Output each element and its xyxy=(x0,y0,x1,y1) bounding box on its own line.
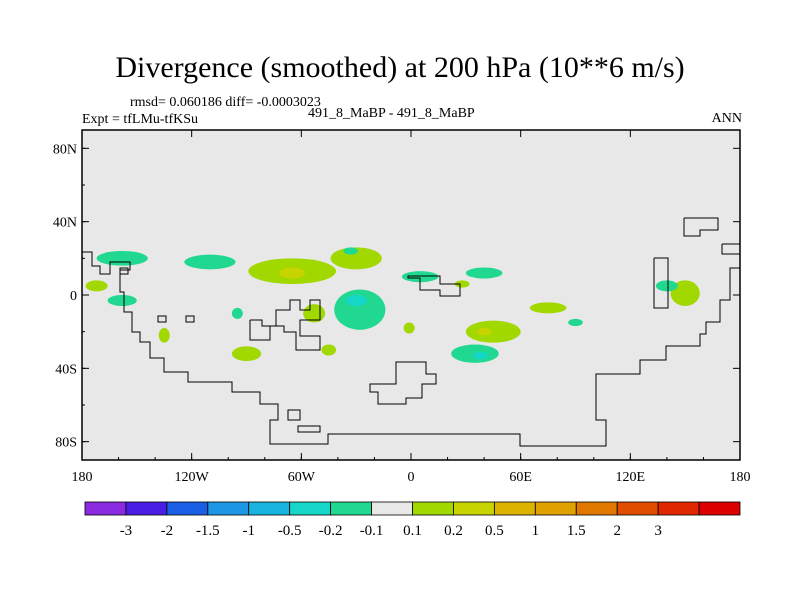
y-tick-label: 40N xyxy=(53,216,77,231)
feature-east-pac xyxy=(184,254,236,270)
coastline-small-3 xyxy=(185,315,195,323)
feature-north-atl-pos xyxy=(330,247,382,270)
colorbar-label: 0.2 xyxy=(444,523,463,539)
feature-small-pos-3 xyxy=(403,322,415,334)
feature-indian-max xyxy=(476,328,492,336)
colorbar-label: -1.5 xyxy=(196,523,220,539)
map-background xyxy=(82,130,740,460)
colorbar-swatch xyxy=(412,501,454,516)
colorbar-swatch xyxy=(84,501,127,516)
coastlines xyxy=(82,217,740,447)
feature-small-pos-1 xyxy=(158,328,170,343)
colorbar: -3 -2 -1.5 -1 -0.5 -0.2 -0.1 0.1 0.2 0.5 1 1.5 2 3 xyxy=(84,501,741,539)
colorbar-label: 2 xyxy=(613,523,621,539)
coastline-east xyxy=(653,257,669,309)
colorbar-swatch xyxy=(453,501,495,516)
coastline-south-rock xyxy=(287,409,301,421)
x-tick-label: 60W xyxy=(288,470,316,485)
coastline-bar xyxy=(297,425,321,433)
feature-atlantic-neg-core xyxy=(345,295,368,306)
colorbar-swatch xyxy=(575,501,618,516)
expt-label: Expt = tfLMu-tfKSu xyxy=(82,112,198,127)
colorbar-swatch xyxy=(125,501,168,516)
feature-central-us-max xyxy=(279,267,305,279)
feature-small-pos-2 xyxy=(321,344,337,356)
feature-indian-pos xyxy=(465,320,521,343)
colorbar-label: 0.5 xyxy=(485,523,504,539)
colorbar-swatch xyxy=(657,501,700,516)
coastline-east-edge xyxy=(721,243,740,255)
feature-north-africa-pos xyxy=(454,280,470,288)
colorbar-label: 1.5 xyxy=(567,523,586,539)
x-tick-label: 0 xyxy=(408,470,415,485)
colorbar-swatch xyxy=(616,501,659,516)
y-tick-label: 80N xyxy=(53,142,77,157)
feature-africa-neg xyxy=(401,271,439,283)
coastline-americas xyxy=(82,251,740,447)
y-tick-label: 0 xyxy=(70,289,77,304)
coastline-small-2 xyxy=(119,267,129,275)
colorbar-swatch xyxy=(698,501,741,516)
colorbar-label: 0.1 xyxy=(403,523,422,539)
x-tick-label: 180 xyxy=(730,470,751,485)
feature-arabia-neg xyxy=(465,267,503,279)
coastline-southern-continent xyxy=(369,361,437,405)
feature-pacific-pos xyxy=(670,280,700,306)
colorbar-swatch xyxy=(534,501,577,516)
colorbar-label: -2 xyxy=(161,523,174,539)
case-label: 491_8_MaBP - 491_8_MaBP xyxy=(308,106,475,121)
colorbar-label: -3 xyxy=(120,523,133,539)
colorbar-swatch xyxy=(166,501,209,516)
coastline-central-america xyxy=(249,299,321,351)
x-tick-label: 120W xyxy=(175,470,210,485)
axis-ticks: 180 120W 60W 0 60E 120E 180 80N 40N 0 40S 80S xyxy=(53,130,751,485)
colorbar-swatch xyxy=(289,501,332,516)
colorbar-label: -0.1 xyxy=(360,523,384,539)
colorbar-label: -1 xyxy=(243,523,256,539)
colorbar-label: -0.2 xyxy=(319,523,343,539)
season-label: ANN xyxy=(711,111,742,126)
y-tick-label: 80S xyxy=(55,436,77,451)
feature-maritime-neg xyxy=(655,280,678,292)
colorbar-label: -0.5 xyxy=(278,523,302,539)
feature-small-neg-1 xyxy=(231,307,243,319)
coastline-small-1 xyxy=(157,315,167,323)
coastline-northeast xyxy=(683,217,719,237)
y-tick-label: 40S xyxy=(55,362,77,377)
x-tick-label: 120E xyxy=(616,470,646,485)
chart-title: Divergence (smoothed) at 200 hPa (10**6 … xyxy=(115,51,685,84)
colorbar-swatch xyxy=(248,501,291,516)
colorbar-swatch xyxy=(330,501,372,516)
feature-small-neg-2 xyxy=(343,247,358,255)
colorbar-swatch xyxy=(493,501,536,516)
feature-indian-neg-core xyxy=(473,351,488,360)
colorbar-label: 3 xyxy=(654,523,662,539)
stats-label: rmsd= 0.060186 diff= -0.0003023 xyxy=(130,95,321,110)
feature-east-indian-pos xyxy=(529,302,567,314)
x-tick-label: 180 xyxy=(72,470,93,485)
coastline-africa xyxy=(407,275,461,297)
x-tick-label: 60E xyxy=(509,470,532,485)
feature-se-pac-pos xyxy=(231,346,262,361)
feature-neg-west xyxy=(107,295,137,306)
feature-upper-tropics-west xyxy=(96,251,148,266)
colorbar-label: 1 xyxy=(532,523,540,539)
feature-tropics-west xyxy=(85,280,108,292)
colorbar-swatch xyxy=(371,501,413,516)
feature-small-neg-3 xyxy=(568,318,583,327)
colorbar-swatch xyxy=(207,501,250,516)
